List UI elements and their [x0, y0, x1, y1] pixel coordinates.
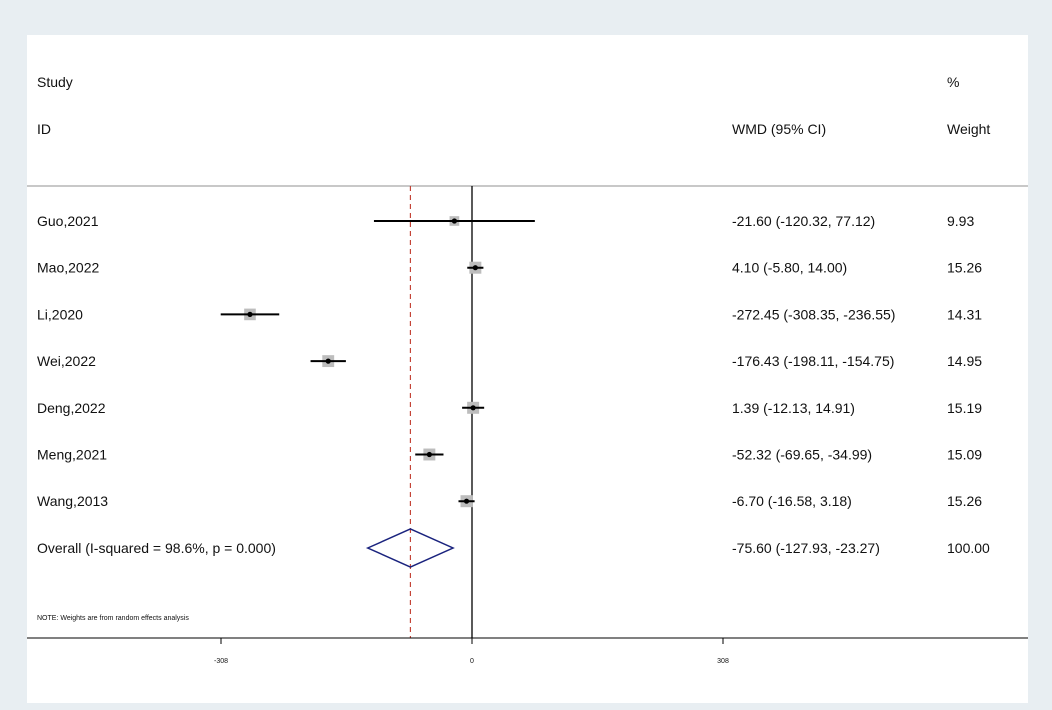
study-ci-text: 1.39 (-12.13, 14.91)	[732, 400, 855, 416]
x-tick-label: -308	[214, 658, 228, 665]
study-label: Mao,2022	[37, 260, 99, 276]
study-weight-text: 15.26	[947, 493, 982, 509]
point-estimate	[451, 218, 457, 224]
study-weight-text: 9.93	[947, 213, 974, 229]
point-estimate	[463, 498, 470, 504]
header-weight: Weight	[947, 121, 990, 137]
point-estimate	[426, 451, 432, 458]
point-estimate	[325, 358, 331, 364]
x-tick-label: 308	[717, 658, 729, 665]
header-percent: %	[947, 74, 959, 90]
header-study: Study	[37, 74, 73, 90]
study-label: Li,2020	[37, 306, 83, 322]
x-tick-label: 0	[470, 658, 474, 665]
study-ci-text: -176.43 (-198.11, -154.75)	[732, 353, 894, 369]
overall-weight-text: 100.00	[947, 540, 990, 556]
overall-label: Overall (I-squared = 98.6%, p = 0.000)	[37, 540, 276, 556]
study-label: Wei,2022	[37, 353, 96, 369]
overall-diamond	[365, 528, 455, 568]
study-label: Guo,2021	[37, 213, 99, 229]
point-estimate	[470, 405, 476, 411]
study-weight-text: 14.95	[947, 353, 982, 369]
study-rows: Guo,2021 -21.60 (-120.32, 77.12) 9.93 Mao,2…	[37, 213, 982, 509]
overall-ci-text: -75.60 (-127.93, -23.27)	[732, 540, 880, 556]
plot-panel: Study ID WMD (95% CI) % Weight -308 0 308 …	[27, 35, 1028, 703]
header-effect: WMD (95% CI)	[732, 121, 826, 137]
study-weight-text: 15.19	[947, 400, 982, 416]
study-label: Deng,2022	[37, 400, 106, 416]
forest-plot: Study ID WMD (95% CI) % Weight -308 0 308 …	[27, 74, 1028, 665]
header-id: ID	[37, 121, 51, 137]
point-estimate	[247, 311, 253, 317]
study-ci-text: -272.45 (-308.35, -236.55)	[732, 306, 895, 322]
study-weight-text: 15.26	[947, 260, 982, 276]
study-label: Wang,2013	[37, 493, 108, 509]
study-ci-text: -52.32 (-69.65, -34.99)	[732, 447, 872, 463]
study-ci-text: -6.70 (-16.58, 3.18)	[732, 493, 852, 509]
note-text: NOTE: Weights are from random effects an…	[37, 615, 189, 622]
study-ci-text: 4.10 (-5.80, 14.00)	[732, 260, 847, 276]
study-weight-text: 15.09	[947, 447, 982, 463]
study-weight-text: 14.31	[947, 306, 982, 322]
point-estimate	[472, 265, 478, 271]
study-ci-text: -21.60 (-120.32, 77.12)	[732, 213, 875, 229]
study-label: Meng,2021	[37, 447, 107, 463]
x-axis-ticks: -308 0 308	[214, 638, 729, 665]
